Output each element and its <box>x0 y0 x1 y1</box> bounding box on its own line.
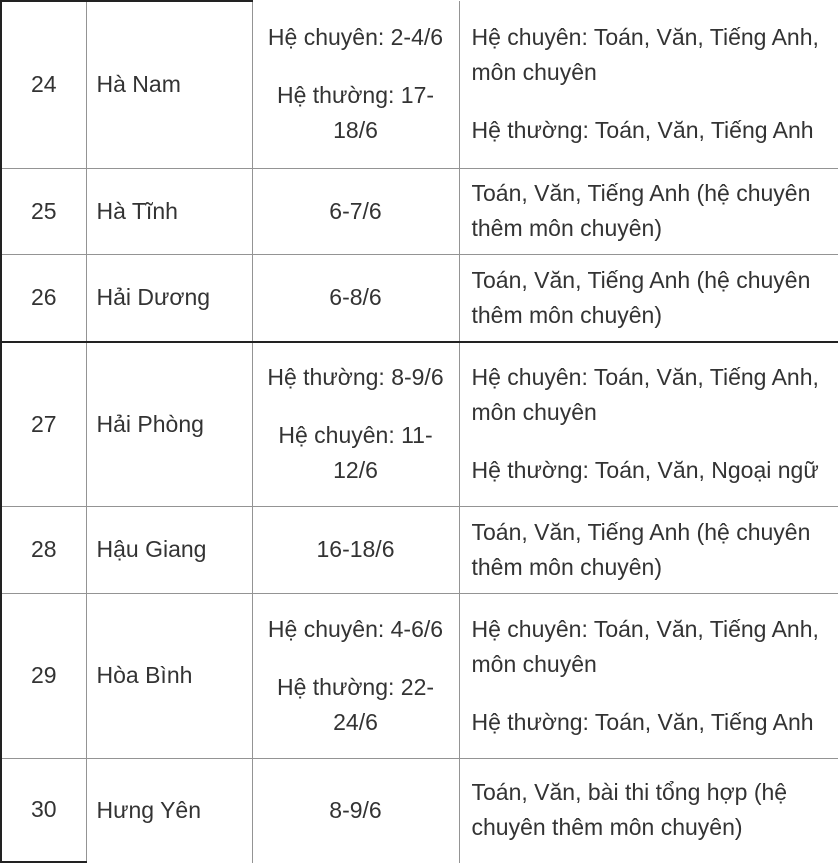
province-cell: Hà Tĩnh <box>85 167 253 255</box>
row-number-cell: 29 <box>0 592 87 759</box>
subjects-cell: Toán, Văn, Tiếng Anh (hệ chuyên thêm môn… <box>458 505 838 594</box>
subject-line: Hệ chuyên: Toán, Văn, Tiếng Anh, môn chu… <box>471 615 819 677</box>
subjects-cell: Hệ chuyên: Toán, Văn, Tiếng Anh, môn chu… <box>458 341 838 507</box>
subject-line: Hệ thường: Toán, Văn, Tiếng Anh <box>471 708 814 735</box>
row-number-cell: 28 <box>0 505 87 594</box>
table-row: 26 Hải Dương 6-8/6 Toán, Văn, Tiếng Anh … <box>0 253 838 343</box>
province-cell: Hòa Bình <box>85 592 253 759</box>
subject-line: Toán, Văn, bài thi tổng hợp (hệ chuyên t… <box>471 779 788 841</box>
date-line: Hệ chuyên: 11-12/6 <box>278 422 433 484</box>
subject-line: Toán, Văn, Tiếng Anh (hệ chuyên thêm môn… <box>471 518 811 580</box>
date-line: Hệ chuyên: 4-6/6 <box>267 615 444 642</box>
date-cell: 8-9/6 <box>251 757 460 862</box>
date-line: Hệ thường: 17-18/6 <box>276 82 435 144</box>
row-number-cell: 30 <box>0 757 87 862</box>
province-cell: Hà Nam <box>85 0 253 169</box>
province-cell: Hải Phòng <box>85 341 253 507</box>
table-row: 28 Hậu Giang 16-18/6 Toán, Văn, Tiếng An… <box>0 505 838 594</box>
table-row: 30 Hưng Yên 8-9/6 Toán, Văn, bài thi tổn… <box>0 757 838 862</box>
date-line: 6-7/6 <box>329 197 382 224</box>
table-row: 25 Hà Tĩnh 6-7/6 Toán, Văn, Tiếng Anh (h… <box>0 167 838 255</box>
subjects-cell: Toán, Văn, Tiếng Anh (hệ chuyên thêm môn… <box>458 167 838 255</box>
subject-line: Toán, Văn, Tiếng Anh (hệ chuyên thêm môn… <box>471 180 811 241</box>
table-row: 27 Hải Phòng Hệ thường: 8-9/6 Hệ chuyên:… <box>0 341 838 507</box>
province-cell: Hải Dương <box>85 253 253 343</box>
table-row: 24 Hà Nam Hệ chuyên: 2-4/6 Hệ thường: 17… <box>0 0 838 169</box>
date-line: 6-8/6 <box>329 284 382 311</box>
date-cell: 6-8/6 <box>251 253 460 343</box>
subjects-cell: Toán, Văn, bài thi tổng hợp (hệ chuyên t… <box>458 757 838 862</box>
table-row: 29 Hòa Bình Hệ chuyên: 4-6/6 Hệ thường: … <box>0 592 838 759</box>
date-cell: 6-7/6 <box>251 167 460 255</box>
date-cell: Hệ chuyên: 4-6/6 Hệ thường: 22-24/6 <box>251 592 460 759</box>
subjects-cell: Hệ chuyên: Toán, Văn, Tiếng Anh, môn chu… <box>458 1 838 169</box>
subject-line: Hệ chuyên: Toán, Văn, Tiếng Anh, môn chu… <box>471 24 819 86</box>
subject-line: Hệ chuyên: Toán, Văn, Tiếng Anh, môn chu… <box>471 364 819 426</box>
subjects-cell: Hệ chuyên: Toán, Văn, Tiếng Anh, môn chu… <box>458 592 838 759</box>
subjects-cell: Toán, Văn, Tiếng Anh (hệ chuyên thêm môn… <box>458 253 838 343</box>
row-number-cell: 27 <box>0 341 87 507</box>
date-line: Hệ thường: 8-9/6 <box>267 364 444 391</box>
date-line: Hệ thường: 22-24/6 <box>276 673 435 735</box>
subject-line: Hệ thường: Toán, Văn, Tiếng Anh <box>471 117 814 144</box>
province-cell: Hưng Yên <box>85 757 253 862</box>
date-line: 8-9/6 <box>329 796 382 823</box>
province-cell: Hậu Giang <box>85 505 253 594</box>
date-line: Hệ chuyên: 2-4/6 <box>267 24 444 51</box>
date-cell: Hệ chuyên: 2-4/6 Hệ thường: 17-18/6 <box>251 1 460 169</box>
row-number-cell: 25 <box>0 167 87 255</box>
row-number-cell: 24 <box>0 0 87 169</box>
date-cell: 16-18/6 <box>251 505 460 594</box>
date-line: 16-18/6 <box>316 536 395 562</box>
date-cell: Hệ thường: 8-9/6 Hệ chuyên: 11-12/6 <box>251 341 460 507</box>
subject-line: Toán, Văn, Tiếng Anh (hệ chuyên thêm môn… <box>471 266 811 328</box>
subject-line: Hệ thường: Toán, Văn, Ngoại ngữ <box>471 457 819 484</box>
row-number-cell: 26 <box>0 253 87 343</box>
